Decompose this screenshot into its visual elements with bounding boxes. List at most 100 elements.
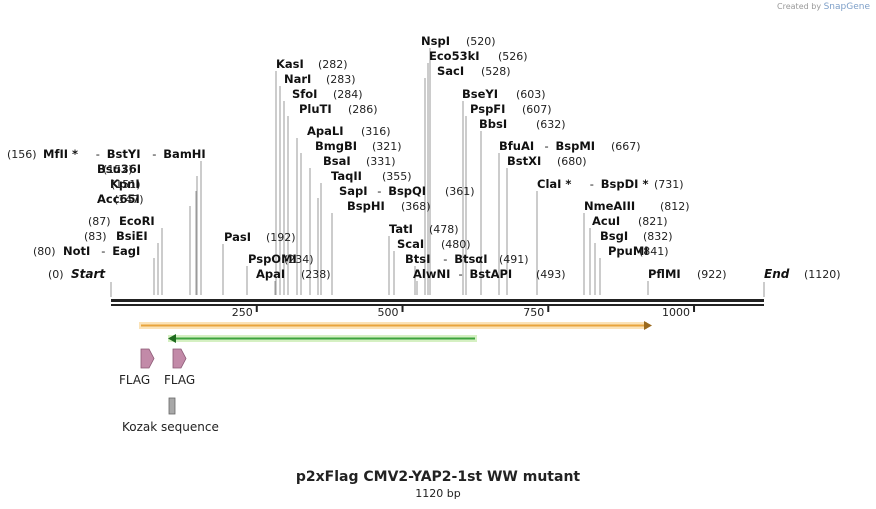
- site-separator: -: [96, 147, 100, 161]
- sequence-length: 1120 bp: [415, 487, 461, 500]
- site-label-nspi[interactable]: NspI: [421, 34, 450, 48]
- site-position: (355): [382, 170, 412, 183]
- ruler-tick-label: 250: [232, 306, 253, 319]
- site-labels: MfII *(156) - BstYI - BamHIBsu36I(152)KpnI(1…: [7, 34, 841, 281]
- site-label-kasi[interactable]: KasI: [276, 57, 304, 71]
- site-position: (526): [498, 50, 528, 63]
- site-label-nari[interactable]: NarI: [284, 72, 311, 86]
- site-position: (156): [7, 148, 37, 161]
- site-label-taqii[interactable]: TaqII: [331, 169, 362, 183]
- site-position: (607): [522, 103, 552, 116]
- site-position: (80): [33, 245, 56, 258]
- site-label-bbsi[interactable]: BbsI: [479, 117, 507, 131]
- snapgene-credit: Created by SnapGene: [777, 2, 870, 12]
- site-position: (234): [284, 253, 314, 266]
- sequence-ruler: 250 500 750 1000: [111, 299, 764, 319]
- site-label-noti[interactable]: NotI: [63, 244, 90, 258]
- site-label-mfii[interactable]: MfII *: [43, 147, 78, 161]
- site-label-pluti[interactable]: PluTI: [299, 102, 332, 116]
- site-label-tati[interactable]: TatI: [389, 222, 413, 236]
- kozak-feature-box[interactable]: [168, 397, 176, 415]
- flag-feature-arrow[interactable]: [140, 348, 155, 369]
- site-position: (922): [697, 268, 727, 281]
- site-label-acui[interactable]: AcuI: [592, 214, 620, 228]
- site-position: (283): [326, 73, 356, 86]
- site-label-bspmi[interactable]: BspMI: [556, 139, 596, 153]
- site-label-btsi[interactable]: BtsI: [405, 252, 430, 266]
- site-position: (667): [611, 140, 641, 153]
- site-label-apali[interactable]: ApaLI: [307, 124, 344, 138]
- site-position: (83): [84, 230, 107, 243]
- site-position: (603): [516, 88, 546, 101]
- site-label-acc65i[interactable]: Acc65I: [97, 192, 140, 206]
- site-label-bsphi[interactable]: BspHI: [347, 199, 385, 213]
- site-separator: -: [590, 177, 594, 191]
- site-label-ppumi[interactable]: PpuMI: [608, 244, 649, 258]
- site-position: (238): [301, 268, 331, 281]
- end-position: (1120): [804, 268, 841, 281]
- site-label-pasi[interactable]: PasI: [224, 230, 251, 244]
- site-label-bsu36i[interactable]: Bsu36I: [97, 162, 141, 176]
- site-position: (286): [348, 103, 378, 116]
- site-label-ecori[interactable]: EcoRI: [119, 214, 155, 228]
- site-position: (284): [333, 88, 363, 101]
- ruler-tick-label: 750: [523, 306, 544, 319]
- site-position: (316): [361, 125, 391, 138]
- site-label-nmeaiii[interactable]: NmeAIII: [584, 199, 635, 213]
- site-leader-lines: [110, 48, 765, 297]
- site-label-bstyi[interactable]: BstYI: [107, 147, 141, 161]
- site-label-bts-i[interactable]: BtsαI: [454, 252, 487, 266]
- site-position: (192): [266, 231, 296, 244]
- site-label-saci[interactable]: SacI: [437, 64, 464, 78]
- ruler-tick-label: 500: [378, 306, 399, 319]
- ruler-tick: [547, 306, 550, 312]
- site-position: (680): [557, 155, 587, 168]
- site-label-alwni[interactable]: AlwNI: [413, 267, 450, 281]
- site-label-bsgi[interactable]: BsgI: [600, 229, 628, 243]
- site-label-pflmi[interactable]: PflMI: [648, 267, 681, 281]
- site-label-bfuai[interactable]: BfuAI: [499, 139, 534, 153]
- site-label-bamhi[interactable]: BamHI: [163, 147, 205, 161]
- site-label-bseyi[interactable]: BseYI: [462, 87, 498, 101]
- flag-feature-label: FLAG: [119, 373, 150, 387]
- site-position: (480): [441, 238, 471, 251]
- site-label-bmgbi[interactable]: BmgBI: [315, 139, 357, 153]
- site-position: (282): [318, 58, 348, 71]
- site-position: (832): [643, 230, 673, 243]
- site-label-bsai[interactable]: BsaI: [323, 154, 351, 168]
- site-separator: -: [152, 147, 156, 161]
- start-position: (0): [48, 268, 64, 281]
- site-position: (152): [103, 163, 133, 176]
- site-position: (632): [536, 118, 566, 131]
- flag-feature-arrow[interactable]: [172, 348, 187, 369]
- site-label-bspdi[interactable]: BspDI *: [601, 177, 649, 191]
- site-label-sapi[interactable]: SapI: [339, 184, 368, 198]
- site-label-bstxi[interactable]: BstXI: [507, 154, 541, 168]
- site-label-bstapi[interactable]: BstAPI: [470, 267, 513, 281]
- site-position: (528): [481, 65, 511, 78]
- site-label-bspqi[interactable]: BspQI: [388, 184, 426, 198]
- site-label-eco53ki[interactable]: Eco53kI: [429, 49, 480, 63]
- site-label-clai[interactable]: ClaI *: [537, 177, 571, 191]
- start-label: Start: [71, 267, 106, 281]
- site-position: (491): [499, 253, 529, 266]
- backbone-top-strand: [111, 299, 764, 302]
- site-label-apai[interactable]: ApaI: [256, 267, 285, 281]
- site-label-scai[interactable]: ScaI: [397, 237, 424, 251]
- site-label-pspfi[interactable]: PspFI: [470, 102, 505, 116]
- site-label-pspomi[interactable]: PspOMI: [248, 252, 297, 266]
- site-label-kpni[interactable]: KpnI: [110, 177, 140, 191]
- site-label-sfoi[interactable]: SfoI: [292, 87, 317, 101]
- kozak-feature-label: Kozak sequence: [122, 420, 219, 434]
- site-label-eagi[interactable]: EagI: [112, 244, 140, 258]
- site-label-bsiei[interactable]: BsiEI: [116, 229, 148, 243]
- site-position: (520): [466, 35, 496, 48]
- ruler-tick: [401, 306, 404, 312]
- orf-tracks: [139, 321, 652, 343]
- site-position: (478): [429, 223, 459, 236]
- site-position: (321): [372, 140, 402, 153]
- site-position: (331): [366, 155, 396, 168]
- site-position: (731): [654, 178, 684, 191]
- ruler-tick: [255, 306, 258, 312]
